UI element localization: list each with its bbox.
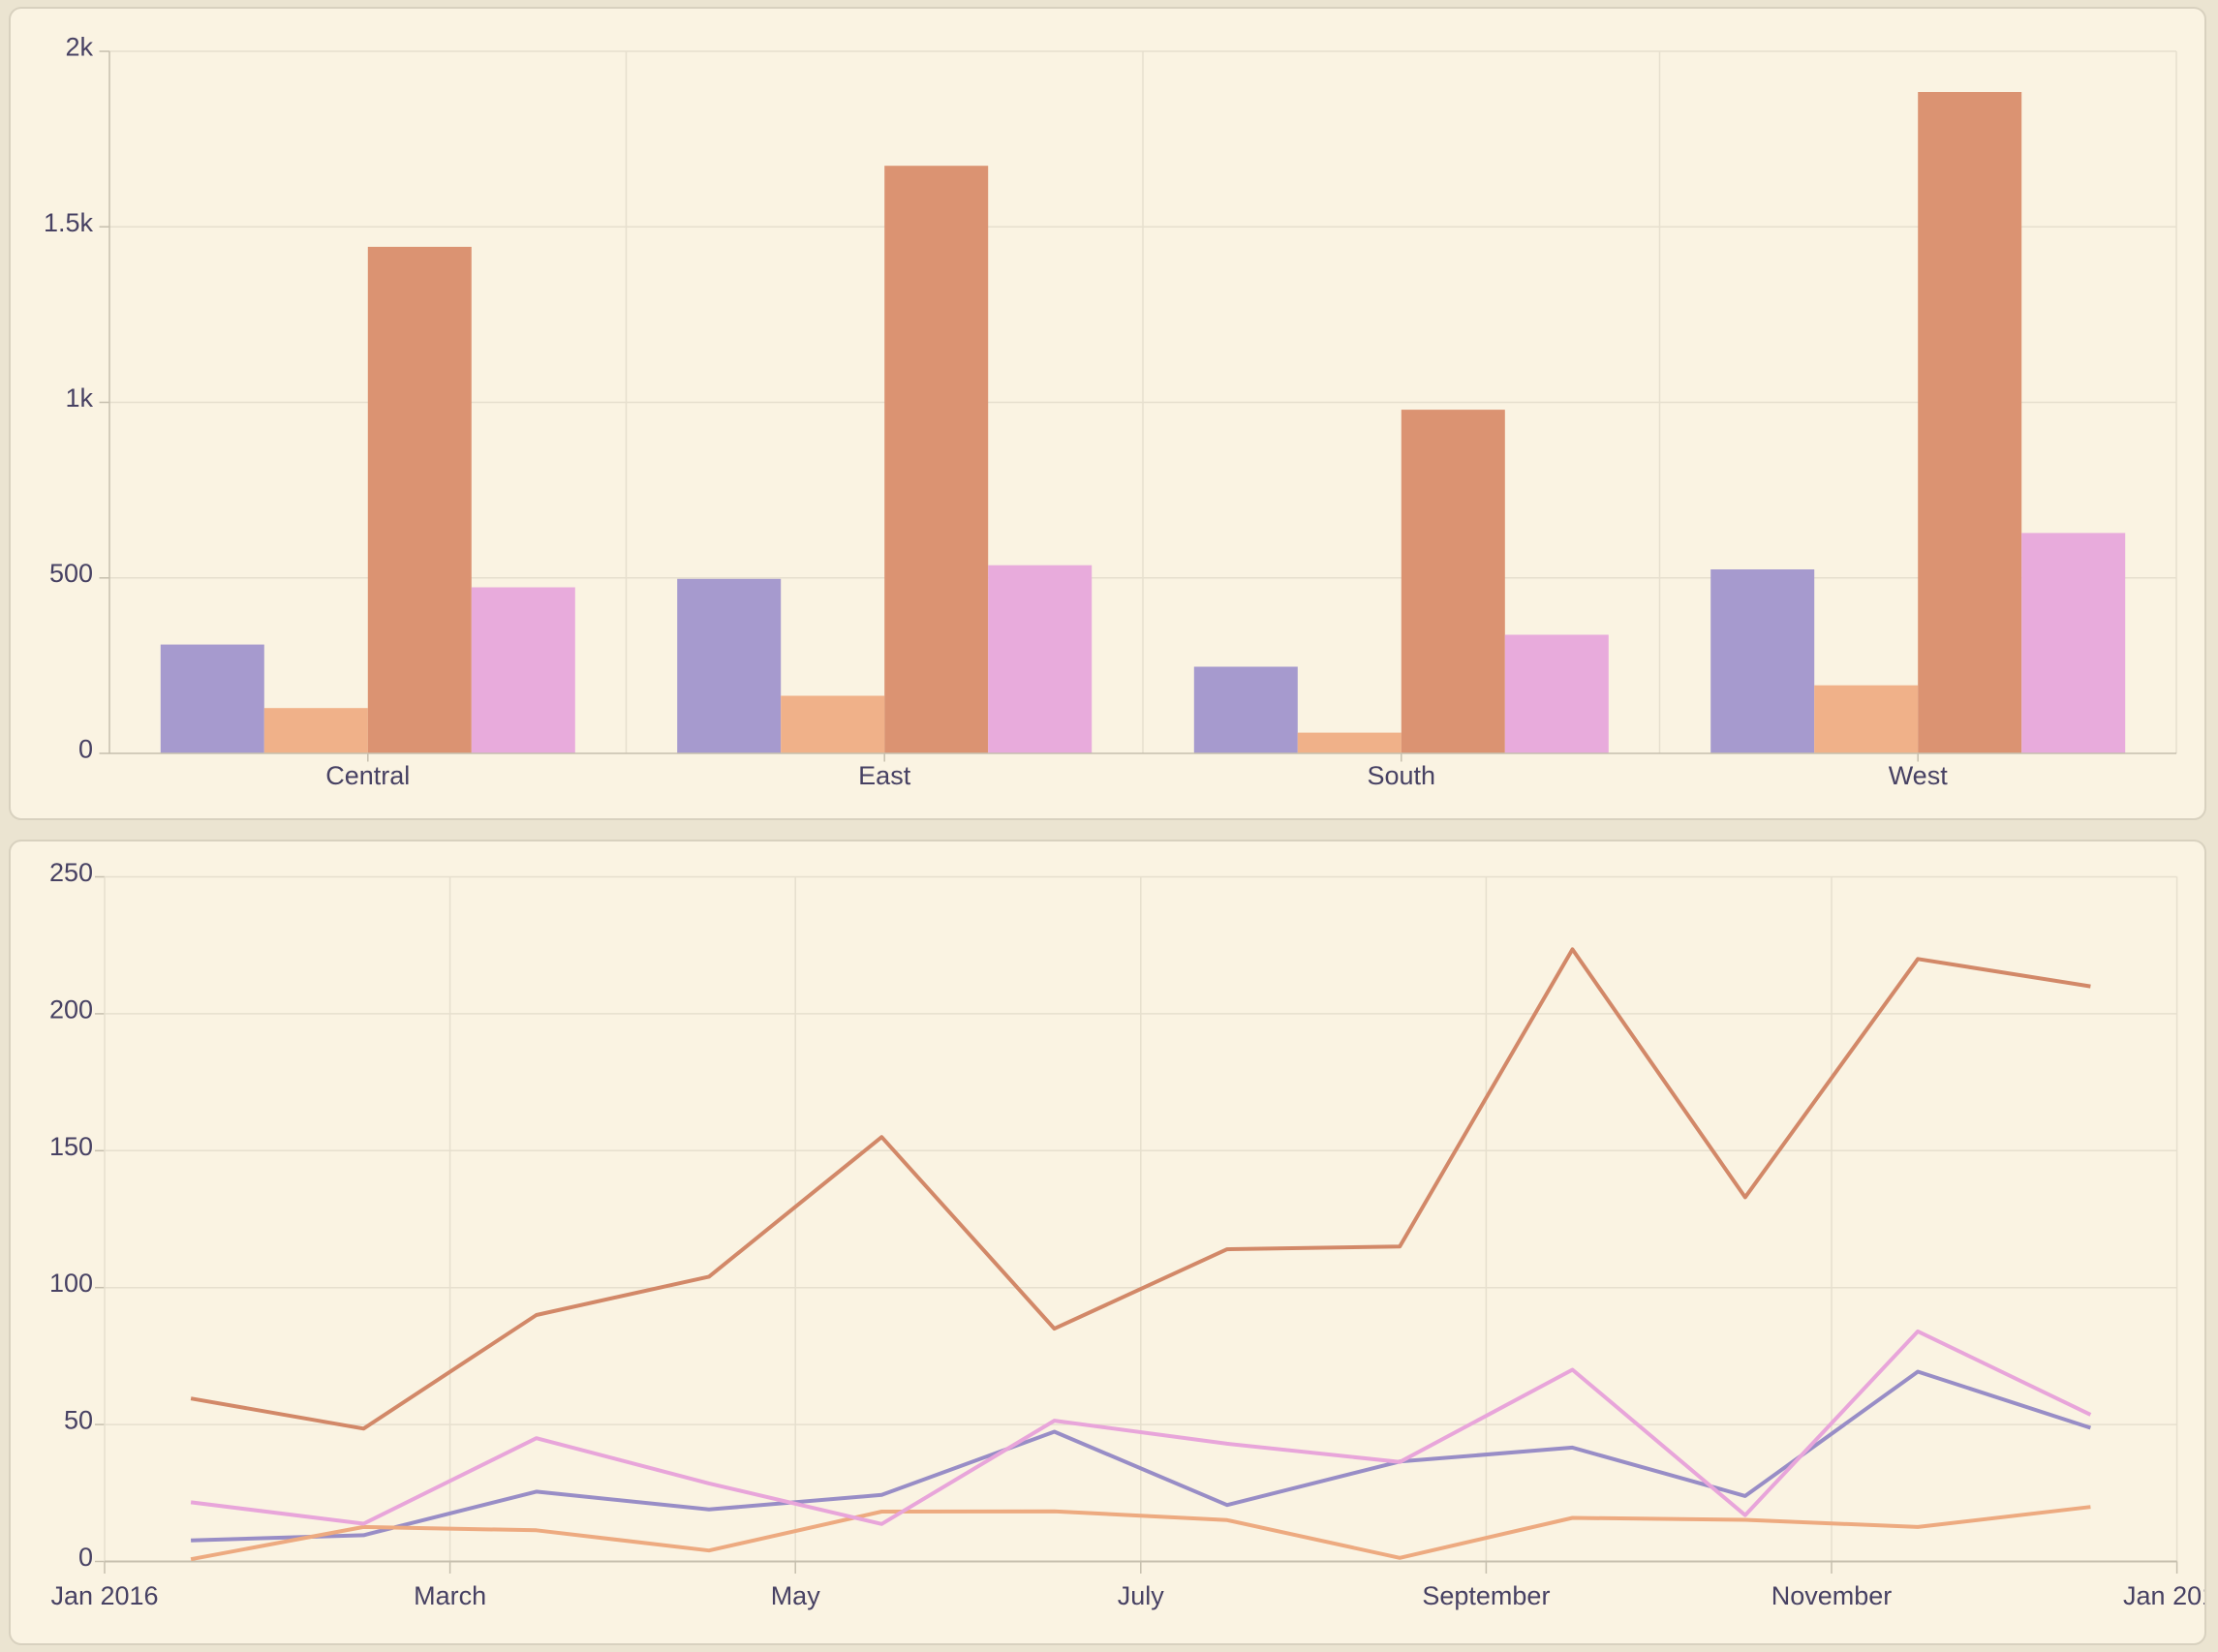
svg-text:May: May	[771, 1581, 821, 1610]
svg-text:Central: Central	[325, 761, 410, 790]
svg-text:0: 0	[78, 1543, 93, 1572]
svg-text:East: East	[858, 761, 911, 790]
svg-text:1.5k: 1.5k	[44, 208, 94, 237]
svg-text:West: West	[1889, 761, 1949, 790]
svg-text:150: 150	[49, 1132, 93, 1161]
svg-text:July: July	[1118, 1581, 1165, 1610]
svg-text:South: South	[1368, 761, 1436, 790]
svg-text:200: 200	[49, 994, 93, 1024]
svg-text:2k: 2k	[65, 33, 93, 62]
svg-text:March: March	[414, 1581, 486, 1610]
svg-text:0: 0	[78, 735, 93, 764]
svg-text:1k: 1k	[65, 383, 93, 413]
svg-text:250: 250	[49, 858, 93, 887]
svg-text:100: 100	[49, 1269, 93, 1298]
svg-text:November: November	[1771, 1581, 1893, 1610]
svg-text:500: 500	[49, 559, 93, 588]
svg-text:Jan 2016: Jan 2016	[50, 1581, 158, 1610]
svg-text:50: 50	[64, 1406, 93, 1435]
svg-text:September: September	[1422, 1581, 1550, 1610]
svg-text:Jan 2017: Jan 2017	[2123, 1581, 2218, 1610]
